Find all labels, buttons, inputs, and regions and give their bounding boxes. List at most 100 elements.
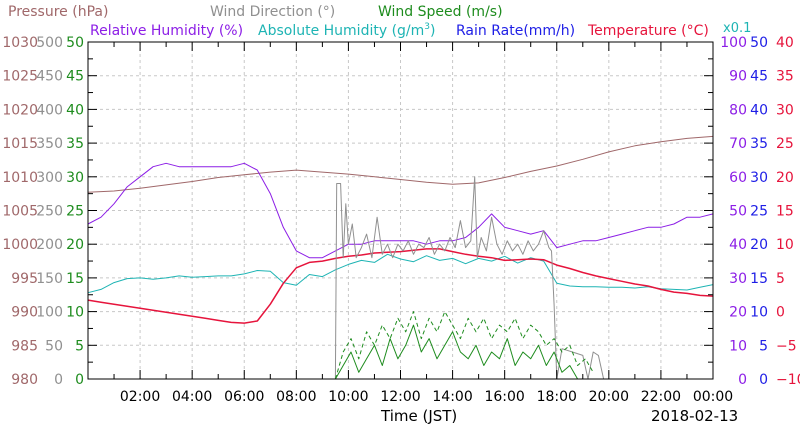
x-tick-label: 06:00	[224, 389, 264, 405]
series-absolute-humidity-g-m3	[87, 253, 714, 294]
series-pressure-hpa	[87, 135, 714, 193]
y-tick-label-pressure: 985	[11, 338, 38, 354]
legend-relative-humidity: Relative Humidity (%)	[90, 23, 243, 39]
x-tick-label: 14:00	[432, 389, 472, 405]
series-temperature-c	[87, 248, 714, 324]
legend-absolute-humidity: Absolute Humidity (g/m3)	[258, 22, 435, 39]
legend-absolute-humidity-tail: )	[430, 23, 435, 39]
y-tick-label-temperature: 25	[776, 136, 794, 152]
y-tick-label-relative-humidity: 30	[729, 271, 747, 287]
y-tick-label-pressure: 980	[11, 372, 38, 388]
y-tick-label-wind-direction: 250	[36, 204, 63, 220]
y-tick-label-wind-direction: 100	[36, 305, 63, 321]
y-tick-label-relative-humidity: 90	[729, 69, 747, 85]
date-label: 2018-02-13	[651, 407, 738, 425]
y-tick-label-pressure: 1010	[2, 170, 38, 186]
x-tick-label: 08:00	[276, 389, 316, 405]
y-tick-label-wind-direction: 200	[36, 237, 63, 253]
y-tick-label-wind-direction: 350	[36, 136, 63, 152]
y-tick-label-wind-speed: 25	[66, 204, 84, 220]
grid-lines	[88, 42, 713, 379]
y-tick-label-rain-rate: 20	[750, 237, 768, 253]
y-tick-label-wind-speed: 45	[66, 69, 84, 85]
legend-wind-direction: Wind Direction (°)	[210, 4, 335, 20]
x-tick-label: 12:00	[380, 389, 420, 405]
y-tick-label-temperature: 35	[776, 69, 794, 85]
y-tick-label-wind-speed: 15	[66, 271, 84, 287]
x-tick-label: 20:00	[589, 389, 629, 405]
x-tick-label: 04:00	[172, 389, 212, 405]
y-tick-label-rain-rate: 40	[750, 102, 768, 118]
y-tick-label-wind-direction: 500	[36, 35, 63, 51]
series-wind-direction	[334, 176, 609, 380]
y-tick-label-relative-humidity: 10	[729, 338, 747, 354]
y-tick-label-wind-direction: 400	[36, 102, 63, 118]
y-tick-label-wind-direction: 300	[36, 170, 63, 186]
y-tick-label-wind-direction: 150	[36, 271, 63, 287]
y-tick-label-rain-rate: 35	[750, 136, 768, 152]
y-tick-label-relative-humidity: 40	[729, 237, 747, 253]
y-tick-label-pressure: 1030	[2, 35, 38, 51]
y-tick-label-pressure: 990	[11, 305, 38, 321]
y-tick-label-wind-direction: 50	[45, 338, 63, 354]
y-tick-label-wind-speed: 20	[66, 237, 84, 253]
series-wind-speed-gust-m-s	[334, 311, 594, 380]
y-tick-label-rain-rate: 0	[759, 372, 768, 388]
series-wind-speed-m-s	[334, 324, 579, 380]
y-tick-label-rain-rate: 50	[750, 35, 768, 51]
y-tick-label-relative-humidity: 100	[720, 35, 747, 51]
y-tick-label-temperature: 0	[776, 305, 785, 321]
y-tick-label-relative-humidity: 70	[729, 136, 747, 152]
y-tick-label-rain-rate: 25	[750, 204, 768, 220]
y-tick-label-pressure: 1000	[2, 237, 38, 253]
y-tick-label-pressure: 1025	[2, 69, 38, 85]
series-lines	[87, 135, 714, 380]
y-tick-label-wind-speed: 50	[66, 35, 84, 51]
y-tick-label-temperature: −10	[776, 372, 800, 388]
y-tick-label-temperature: 30	[776, 102, 794, 118]
y-tick-label-temperature: 15	[776, 204, 794, 220]
x-axis-label: Time (JST)	[380, 407, 457, 425]
y-tick-label-temperature: 40	[776, 35, 794, 51]
y-tick-label-relative-humidity: 0	[738, 372, 747, 388]
x-tick-label: 10:00	[328, 389, 368, 405]
y-tick-label-rain-rate: 30	[750, 170, 768, 186]
legend-scale-note: x0.1	[723, 21, 751, 36]
y-tick-label-pressure: 1020	[2, 102, 38, 118]
legend-absolute-humidity-sup: 3	[424, 22, 430, 32]
y-tick-label-pressure: 995	[11, 271, 38, 287]
y-tick-label-wind-speed: 0	[75, 372, 84, 388]
y-tick-label-pressure: 1005	[2, 204, 38, 220]
y-tick-label-rain-rate: 15	[750, 271, 768, 287]
y-tick-label-wind-direction: 0	[54, 372, 63, 388]
y-tick-label-relative-humidity: 60	[729, 170, 747, 186]
y-tick-label-temperature: 20	[776, 170, 794, 186]
legend-rain-rate: Rain Rate(mm/h)	[456, 23, 575, 39]
y-tick-label-temperature: 10	[776, 237, 794, 253]
y-tick-label-wind-speed: 35	[66, 136, 84, 152]
y-tick-label-pressure: 1015	[2, 136, 38, 152]
y-tick-label-rain-rate: 5	[759, 338, 768, 354]
y-tick-label-wind-direction: 450	[36, 69, 63, 85]
axis-tick-labels: 02:00 04:00 06:00 08:00 10:00 12:00 14:00 16:00…	[2, 35, 800, 405]
axis-ticks	[88, 42, 713, 379]
series-relative-humidity	[87, 162, 714, 259]
legend-pressure: Pressure (hPa)	[8, 4, 108, 20]
x-tick-label: 16:00	[484, 389, 524, 405]
y-tick-label-rain-rate: 45	[750, 69, 768, 85]
x-tick-label: 22:00	[641, 389, 681, 405]
y-tick-label-wind-speed: 5	[75, 338, 84, 354]
y-tick-label-relative-humidity: 20	[729, 305, 747, 321]
legend-temperature: Temperature (°C)	[587, 23, 709, 39]
y-tick-label-relative-humidity: 80	[729, 102, 747, 118]
y-tick-label-rain-rate: 10	[750, 305, 768, 321]
x-tick-label: 18:00	[537, 389, 577, 405]
x-tick-label: 00:00	[693, 389, 733, 405]
legend-absolute-humidity-text: Absolute Humidity (g/m	[258, 23, 424, 39]
legend-wind-speed: Wind Speed (m/s)	[378, 4, 503, 20]
y-tick-label-wind-speed: 30	[66, 170, 84, 186]
y-tick-label-temperature: −5	[776, 338, 797, 354]
y-tick-label-wind-speed: 40	[66, 102, 84, 118]
y-tick-label-wind-speed: 10	[66, 305, 84, 321]
